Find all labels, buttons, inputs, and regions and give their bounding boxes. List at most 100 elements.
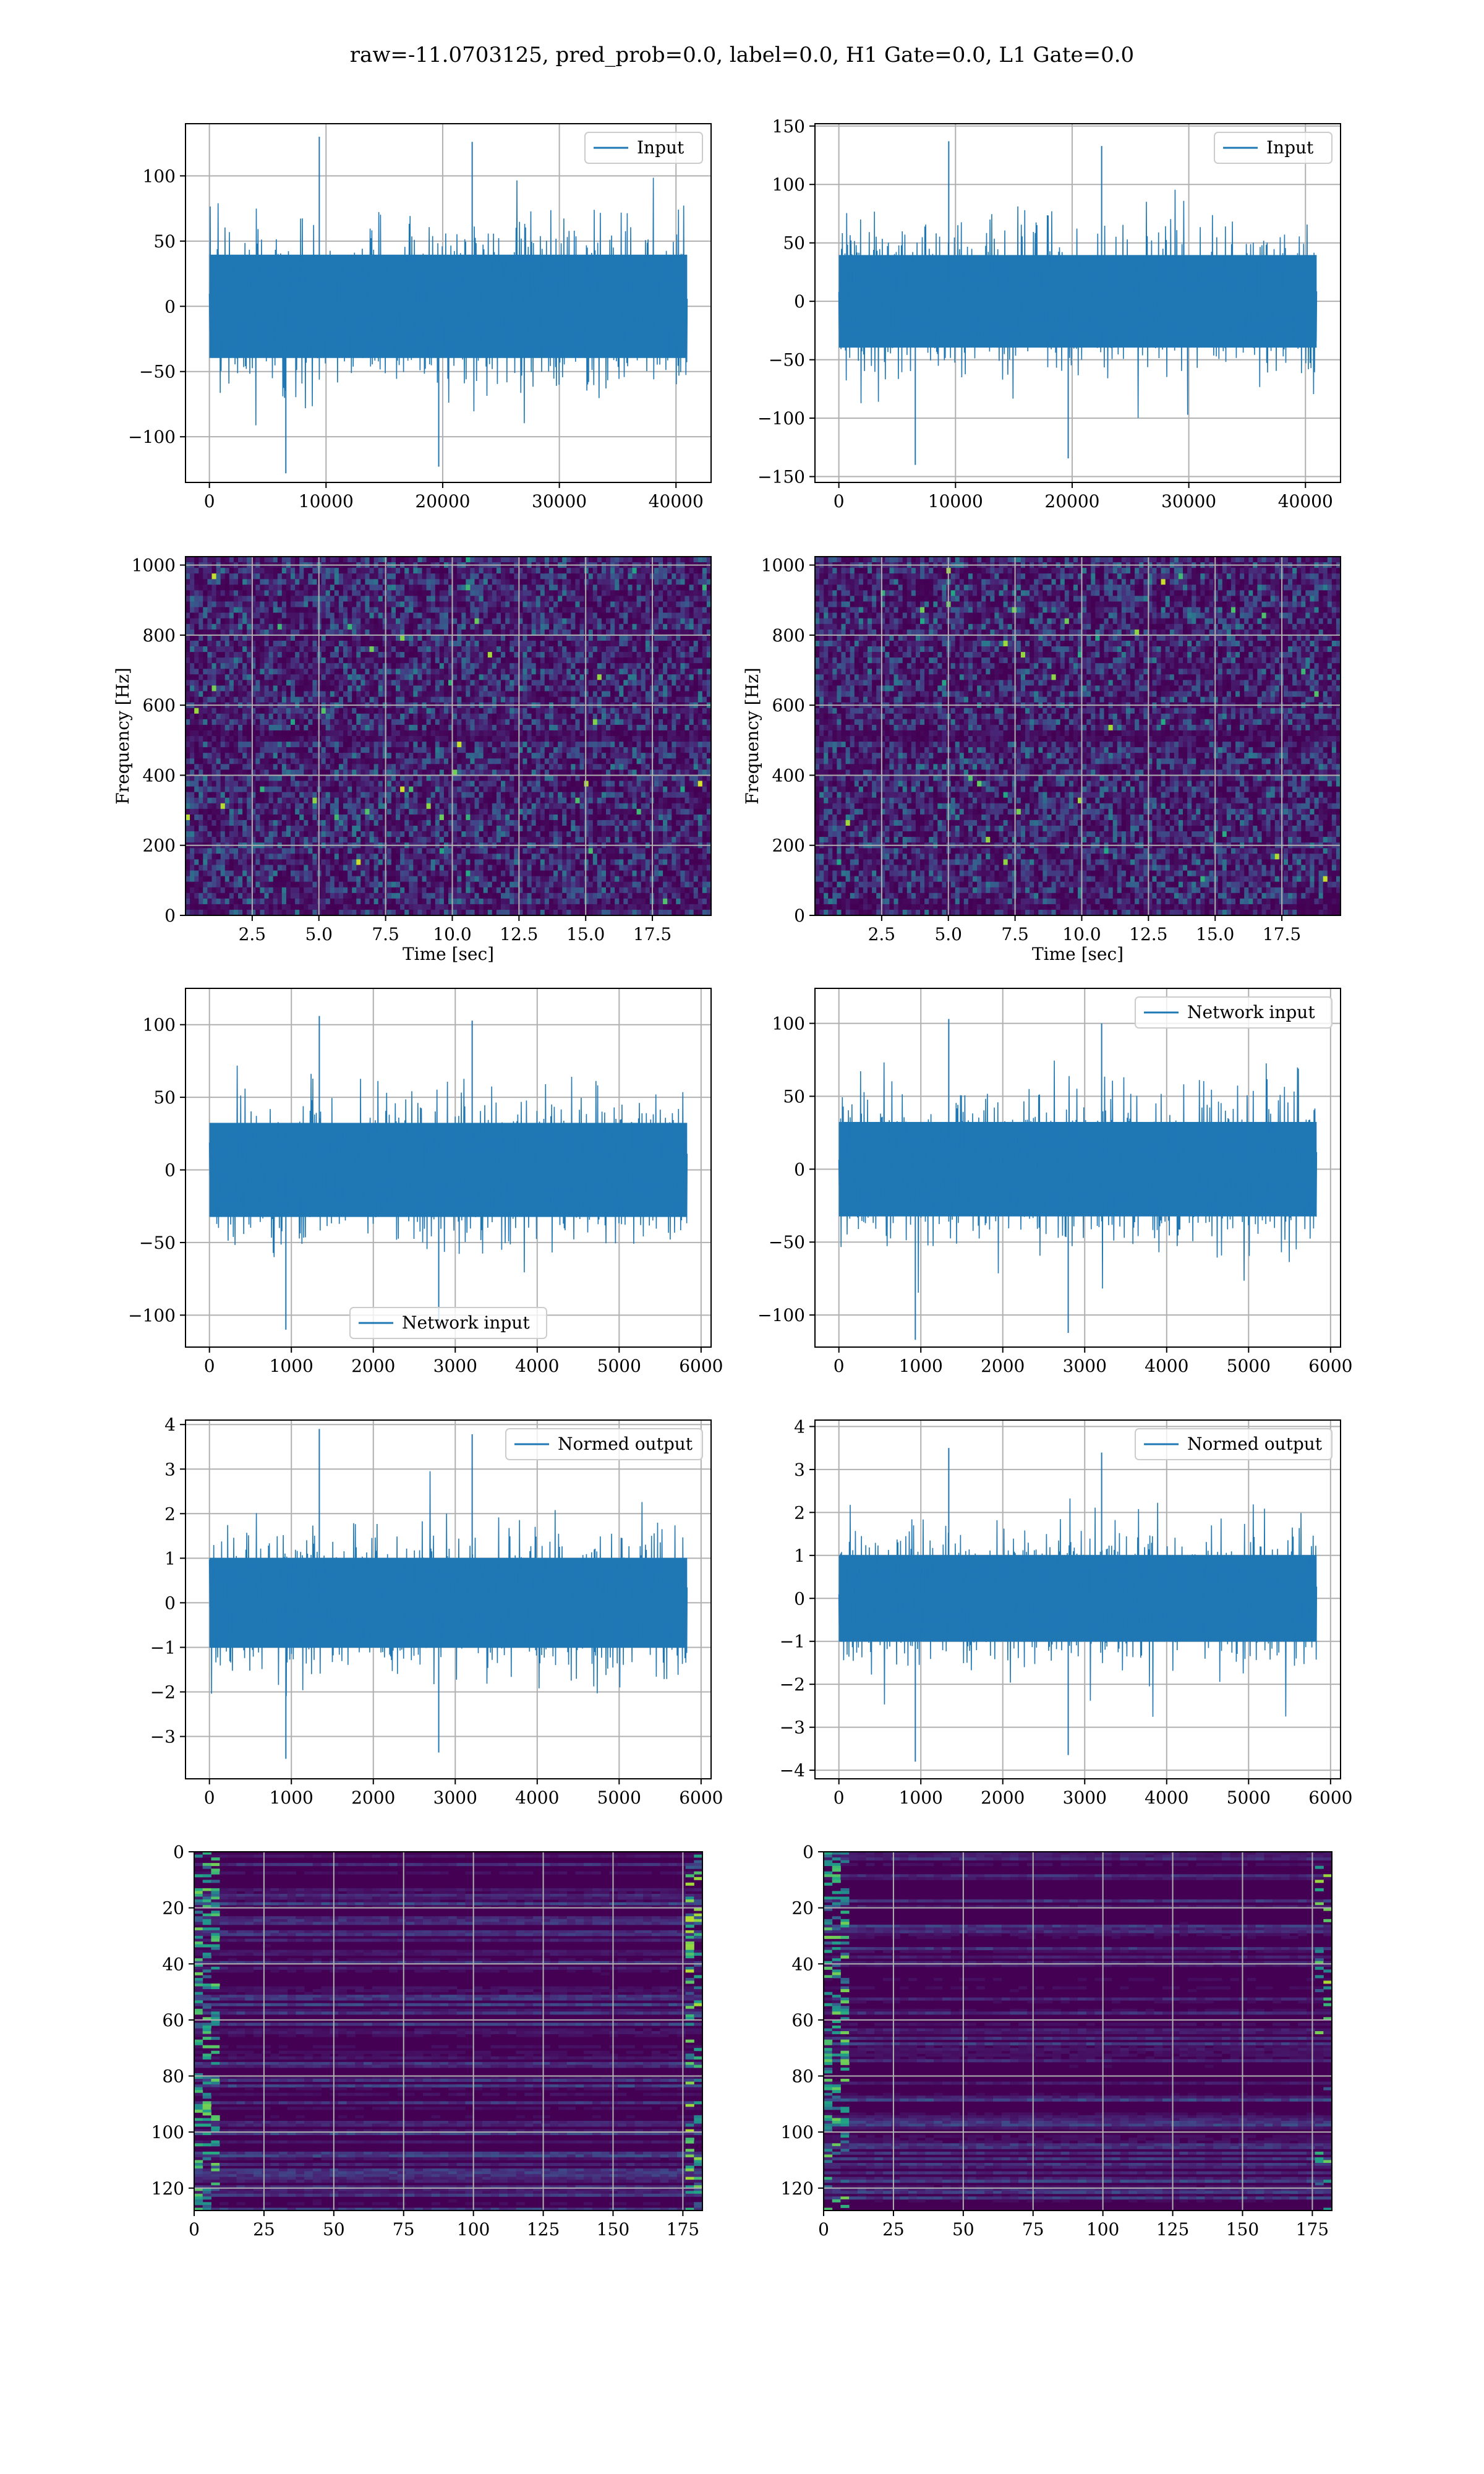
x-tick-label: 7.5 [372, 924, 399, 944]
y-tick-label: −100 [128, 427, 176, 447]
y-tick-label: 40 [791, 1954, 814, 1974]
x-tick-label: 0 [834, 1356, 845, 1376]
x-tick-label: 5.0 [934, 924, 962, 944]
y-tick-label: 120 [151, 2178, 184, 2199]
chart-h1-network-input: 0 1000 2000 3000 4000 5000 6000 100 50 0 −50 −100 Ne… [128, 988, 723, 1376]
x-tick-label: 100 [1086, 2219, 1119, 2240]
x-tick-label: 1000 [899, 1356, 943, 1376]
x-tick-label: 10000 [928, 491, 983, 511]
axes-frame [185, 556, 712, 916]
x-tick-label: 10.0 [433, 924, 471, 944]
y-tick-label: 80 [162, 2066, 184, 2087]
y-tick-label: 1000 [132, 555, 176, 576]
y-axis-label: Frequency [Hz] [742, 667, 762, 804]
y-tick-label: 1000 [761, 555, 805, 576]
chart-h1-input: 0 10000 20000 30000 40000 100 50 0 −50 −100 Input [128, 123, 712, 511]
x-tick-label: 40000 [649, 491, 704, 511]
y-tick-label: 20 [162, 1898, 184, 1919]
axes-frame [185, 988, 712, 1348]
chart-h1-normed-output: 0 1000 2000 3000 4000 5000 6000 4 3 2 1 0 −1 −2 −3 Norm… [150, 1415, 723, 1808]
legend-frame [349, 1307, 547, 1339]
x-tick-label: 175 [667, 2219, 699, 2240]
legend-label: Normed output [1187, 1434, 1323, 1454]
y-tick-label: 800 [143, 625, 176, 646]
y-tick-label: 600 [143, 695, 176, 716]
y-tick-label: −100 [128, 1305, 176, 1325]
x-tick-label: 125 [1156, 2219, 1189, 2240]
y-tick-label: −2 [150, 1682, 176, 1703]
y-tick-label: −2 [780, 1674, 805, 1695]
y-tick-label: 60 [162, 2010, 184, 2031]
x-tick-label: 75 [1022, 2219, 1044, 2240]
y-tick-label: −50 [769, 1232, 805, 1252]
y-tick-label: −1 [780, 1632, 805, 1652]
y-tick-label: 200 [143, 836, 176, 856]
chart-h1-feature-map: 0 25 50 75 100 125 150 175 0 20 40 60 80 100 120 [151, 1842, 703, 2240]
legend-frame [584, 132, 703, 164]
x-tick-label: 0 [189, 2219, 200, 2240]
series-line [838, 1060, 1318, 1293]
x-tick-label: 15.0 [1196, 924, 1234, 944]
x-tick-label: 20000 [415, 491, 470, 511]
x-tick-label: 6000 [679, 1356, 723, 1376]
y-tick-label: 100 [151, 2122, 184, 2142]
x-tick-label: 2.5 [239, 924, 267, 944]
series-line [208, 1471, 688, 1697]
y-tick-label: 50 [153, 231, 176, 252]
x-tick-label: 100 [457, 2219, 490, 2240]
y-tick-label: 0 [173, 1842, 184, 1862]
y-tick-label: −100 [757, 1305, 805, 1325]
y-tick-label: −1 [150, 1637, 176, 1658]
y-tick-label: −50 [139, 362, 176, 382]
x-tick-label: 5000 [1227, 1787, 1271, 1808]
legend-label: Normed output [558, 1434, 693, 1454]
series-line [208, 178, 688, 426]
spectrogram-cells [815, 557, 1341, 916]
x-tick-label: 1000 [270, 1787, 313, 1808]
x-tick-label: 125 [527, 2219, 560, 2240]
y-tick-label: 0 [164, 296, 176, 317]
y-tick-label: −150 [757, 467, 805, 487]
x-tick-label: 0 [834, 1787, 845, 1808]
y-tick-label: 20 [791, 1898, 814, 1919]
y-tick-label: 0 [794, 1588, 805, 1609]
y-tick-label: 80 [791, 2066, 814, 2087]
legend-frame [1135, 1428, 1333, 1460]
axes-frame [814, 556, 1341, 916]
y-axis-label: Frequency [Hz] [113, 667, 133, 804]
legend-label: Network input [402, 1312, 530, 1333]
x-tick-label: 4000 [1145, 1356, 1188, 1376]
y-tick-label: 0 [164, 905, 176, 926]
x-tick-label: 0 [818, 2219, 829, 2240]
x-tick-label: 1000 [270, 1356, 313, 1376]
legend-label: Network input [1187, 1002, 1315, 1022]
x-tick-label: 0 [204, 491, 215, 511]
series-line [838, 1498, 1318, 1717]
y-tick-label: 4 [794, 1416, 805, 1437]
x-tick-label: 2000 [981, 1356, 1025, 1376]
y-tick-label: 4 [164, 1415, 176, 1435]
legend-frame [505, 1428, 703, 1460]
x-tick-label: 0 [834, 491, 845, 511]
x-tick-label: 175 [1296, 2219, 1329, 2240]
series-line [208, 1065, 688, 1273]
x-tick-label: 5000 [597, 1787, 641, 1808]
x-tick-label: 5.0 [305, 924, 333, 944]
x-tick-label: 1000 [899, 1787, 943, 1808]
y-tick-label: 2 [164, 1504, 176, 1524]
y-tick-label: 60 [791, 2010, 814, 2031]
axes-frame [185, 123, 712, 483]
y-tick-label: 800 [772, 625, 805, 646]
y-tick-label: 0 [794, 905, 805, 926]
axes-frame [194, 1851, 703, 2211]
y-tick-label: 50 [783, 1086, 805, 1106]
feature-map-cells [194, 1852, 703, 2211]
x-tick-label: 4000 [515, 1356, 559, 1376]
chart-l1-normed-output: 0 1000 2000 3000 4000 5000 6000 4 3 2 1 0 −1 −2 −3 −4 No… [780, 1416, 1353, 1808]
axes-frame [814, 988, 1341, 1348]
x-tick-label: 5000 [1227, 1356, 1271, 1376]
legend-label: Input [637, 137, 684, 158]
x-axis-label: Time [sec] [1032, 944, 1124, 964]
x-tick-label: 17.5 [1263, 924, 1301, 944]
